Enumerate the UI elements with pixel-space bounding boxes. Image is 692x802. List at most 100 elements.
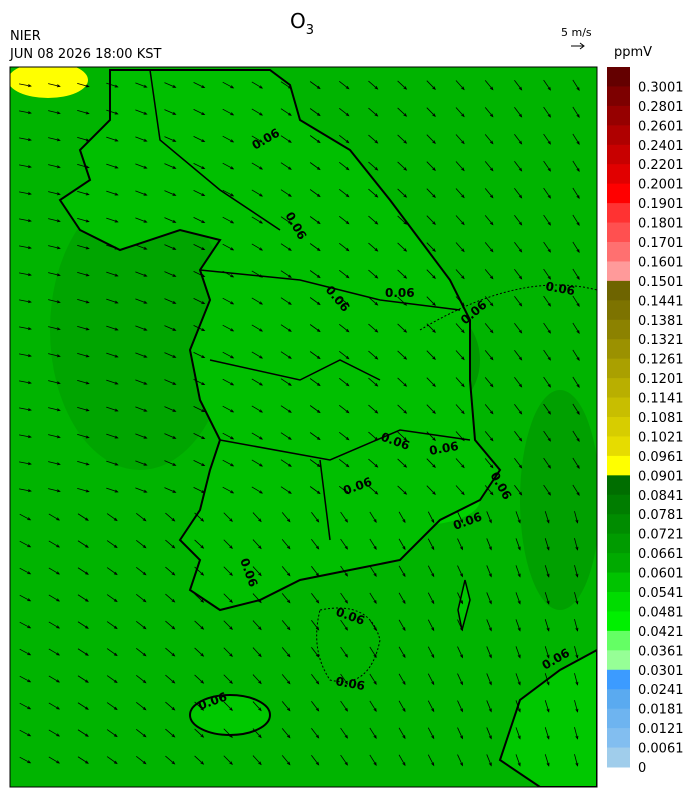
wind-arrowhead (172, 327, 177, 331)
wind-arrow (223, 728, 233, 738)
wind-arrowhead (518, 464, 523, 469)
wind-arrowhead (259, 139, 264, 143)
wind-arrow (77, 729, 89, 737)
wind-arrow (193, 109, 205, 115)
wind-arrowhead (575, 708, 579, 713)
wind-arrow (484, 404, 494, 414)
wind-arrowhead (27, 111, 32, 115)
wind-arrowhead (172, 300, 177, 304)
wind-arrow (19, 380, 31, 384)
wind-arrowhead (547, 491, 551, 496)
wind-arrow (135, 352, 147, 358)
wind-arrow (106, 379, 118, 385)
wind-arrowhead (143, 435, 148, 439)
wind-arrowhead (85, 273, 90, 277)
wind-arrow (572, 268, 580, 280)
wind-arrowhead (143, 489, 148, 493)
wind-arrowhead (431, 573, 435, 578)
wind-arrow (426, 458, 436, 468)
wind-arrow (457, 700, 463, 712)
wind-arrow (311, 727, 319, 739)
wind-arrowhead (287, 409, 292, 413)
wind-arrow (572, 457, 580, 469)
wind-arrowhead (576, 465, 580, 469)
wind-arrow (77, 136, 89, 142)
wind-arrow (572, 403, 580, 415)
colorbar-label: 0.0241 (638, 683, 684, 698)
wind-arrowhead (345, 355, 350, 360)
wind-arrowhead (489, 356, 494, 361)
wind-arrow (340, 511, 348, 523)
wind-arrowhead (403, 194, 408, 198)
wind-arrow (165, 755, 175, 765)
wind-arrowhead (316, 355, 321, 360)
wind-arrow (252, 728, 262, 738)
wind-arrowhead (172, 246, 177, 250)
wind-arrowhead (85, 219, 90, 223)
wind-arrowhead (85, 435, 90, 439)
wind-arrow (135, 82, 147, 88)
wind-arrowhead (27, 192, 32, 196)
wind-arrow (397, 215, 407, 225)
wind-arrowhead (27, 138, 32, 142)
wind-arrow (135, 379, 147, 385)
wind-arrow (426, 323, 436, 333)
wind-arrow (19, 488, 31, 492)
wind-arrowhead (488, 600, 492, 605)
wind-arrowhead (56, 760, 61, 764)
wind-arrowhead (461, 437, 465, 442)
colorbar-swatch (607, 358, 630, 379)
wind-arrowhead (27, 300, 32, 304)
wind-arrowhead (518, 221, 523, 226)
wind-arrow (309, 432, 321, 440)
wind-arrow (77, 648, 89, 656)
wind-arrowhead (56, 571, 61, 575)
wind-arrowhead (113, 706, 118, 711)
colorbar-label: 0.1701 (638, 236, 684, 251)
wind-arrow (106, 487, 118, 493)
wind-arrow (281, 701, 291, 711)
wind-arrow (106, 756, 118, 764)
wind-arrowhead (576, 141, 580, 145)
wind-arrowhead (344, 626, 348, 631)
wind-arrow (252, 620, 262, 630)
wind-arrow (339, 323, 349, 333)
wind-arrow (106, 648, 118, 656)
wind-arrow (514, 133, 522, 145)
coastline (58, 69, 502, 612)
wind-arrow (514, 403, 522, 415)
wind-arrow (106, 433, 118, 439)
wind-arrowhead (489, 86, 494, 91)
wind-arrow (19, 513, 31, 521)
wind-arrow (515, 754, 521, 766)
wind-arrow (106, 567, 118, 575)
wind-arrowhead (374, 302, 379, 306)
wind-arrow (136, 647, 146, 657)
wind-arrow (398, 538, 406, 550)
wind-arrow (280, 405, 292, 413)
wind-arrow (222, 432, 234, 440)
wind-arrowhead (402, 627, 406, 632)
colorbar-swatch (607, 475, 630, 496)
wind-arrowhead (258, 545, 262, 550)
wind-arrow (280, 486, 292, 494)
wind-arrow (280, 162, 292, 170)
wind-arrowhead (56, 706, 61, 710)
wind-arrow (398, 754, 406, 766)
wind-arrow (544, 538, 550, 550)
wind-arrowhead (201, 382, 206, 386)
wind-arrow (165, 593, 175, 603)
wind-arrow (135, 487, 147, 493)
wind-arrow (164, 406, 176, 412)
wind-arrow (222, 324, 234, 332)
wind-arrow (48, 191, 60, 195)
colorbar-label: 0.1141 (638, 392, 684, 407)
wind-arrow (106, 163, 118, 169)
wind-arrowhead (373, 546, 377, 550)
wind-arrowhead (431, 708, 435, 713)
wind-arrow (281, 593, 291, 603)
wind-arrow (457, 592, 463, 604)
wind-arrow (77, 163, 89, 169)
wind-arrowhead (27, 571, 32, 575)
wind-arrowhead (114, 165, 119, 169)
